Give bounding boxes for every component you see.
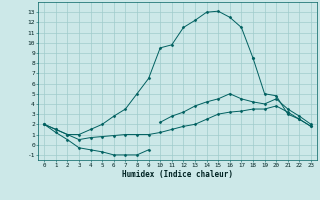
X-axis label: Humidex (Indice chaleur): Humidex (Indice chaleur)	[122, 170, 233, 179]
